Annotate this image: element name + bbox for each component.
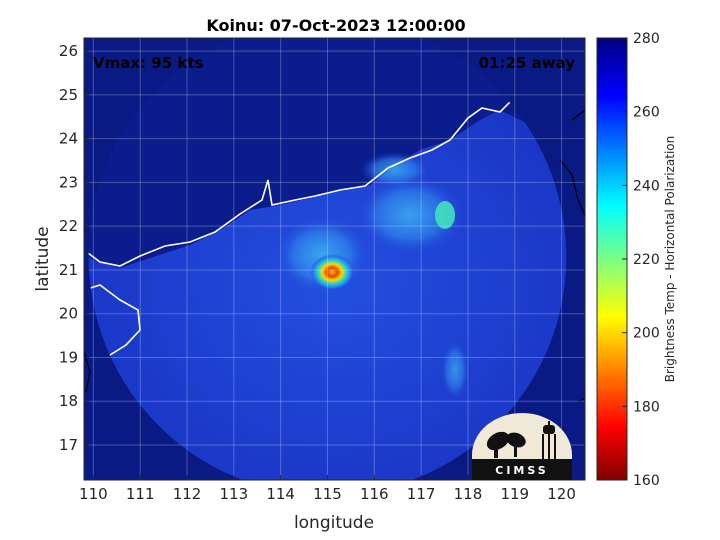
land-region: [88, 38, 567, 268]
y-tick-label: 17: [59, 436, 78, 454]
x-tick-label: 118: [454, 485, 483, 503]
colorbar-ticks: 160 180 200 220 240 260 280: [622, 31, 660, 489]
colorbar-tick-label: 160: [633, 473, 660, 489]
cimss-logo: CIMSS: [472, 413, 572, 480]
colorbar-tick-label: 200: [633, 326, 660, 342]
rainband-east: [355, 175, 465, 255]
x-tick-label: 120: [547, 485, 576, 503]
y-tick-label: 26: [59, 42, 78, 60]
x-tick-label: 116: [360, 485, 389, 503]
x-tick-label: 115: [313, 485, 342, 503]
y-tick-label: 24: [59, 130, 78, 148]
satellite-dish-icon: [486, 431, 526, 458]
y-tick-label: 18: [59, 392, 78, 410]
x-tick-label: 117: [407, 485, 436, 503]
y-axis-label: latitude: [33, 226, 53, 291]
storm-eye: [310, 254, 355, 291]
rainband-south: [441, 340, 469, 400]
outer-coastline-west: [84, 351, 91, 393]
y-tick-label: 22: [59, 217, 78, 235]
plot-area: [84, 38, 585, 480]
y-tick-label: 20: [59, 305, 78, 323]
colorbar-tick-label: 260: [633, 105, 660, 121]
chart-title: Koinu: 07-Oct-2023 12:00:00: [206, 16, 465, 35]
coastline: [88, 84, 531, 267]
vmax-annotation: Vmax: 95 kts: [93, 54, 203, 72]
colorbar: 160 180 200 220 240 260 280 Brightness Temp - …: [596, 31, 677, 489]
x-tick-label: 112: [173, 485, 202, 503]
logo-text: CIMSS: [495, 464, 548, 477]
colorbar-tick-label: 240: [633, 178, 660, 194]
x-tick-label: 113: [220, 485, 249, 503]
x-axis-ticks: 110 111 112 113 114 115 116 117 118 119 120: [79, 475, 576, 503]
water-tower-icon: [542, 421, 556, 460]
outer-coastline-east: [559, 109, 585, 403]
x-tick-label: 119: [500, 485, 529, 503]
x-tick-label: 110: [79, 485, 108, 503]
grid: [84, 38, 585, 480]
y-axis-ticks: 17 18 19 20 21 22 23 24 25 26: [59, 42, 89, 454]
rainband-north: [360, 152, 430, 188]
y-tick-label: 21: [59, 261, 78, 279]
colorbar-label: Brightness Temp - Horizontal Polarizatio…: [663, 136, 677, 383]
y-tick-label: 23: [59, 173, 78, 191]
rainband-ne: [435, 201, 455, 229]
axes-frame: [83, 37, 586, 481]
logo-banner: [472, 459, 572, 480]
y-tick-label: 19: [59, 348, 78, 366]
swath: [88, 38, 567, 480]
x-tick-label: 114: [266, 485, 295, 503]
x-tick-label: 111: [126, 485, 155, 503]
colorbar-tick-label: 180: [633, 399, 660, 415]
y-tick-label: 25: [59, 86, 78, 104]
colorbar-tick-label: 220: [633, 252, 660, 268]
colorbar-tick-label: 280: [633, 31, 660, 47]
x-axis-label: longitude: [294, 513, 374, 533]
time-away-annotation: 01:25 away: [479, 54, 576, 72]
